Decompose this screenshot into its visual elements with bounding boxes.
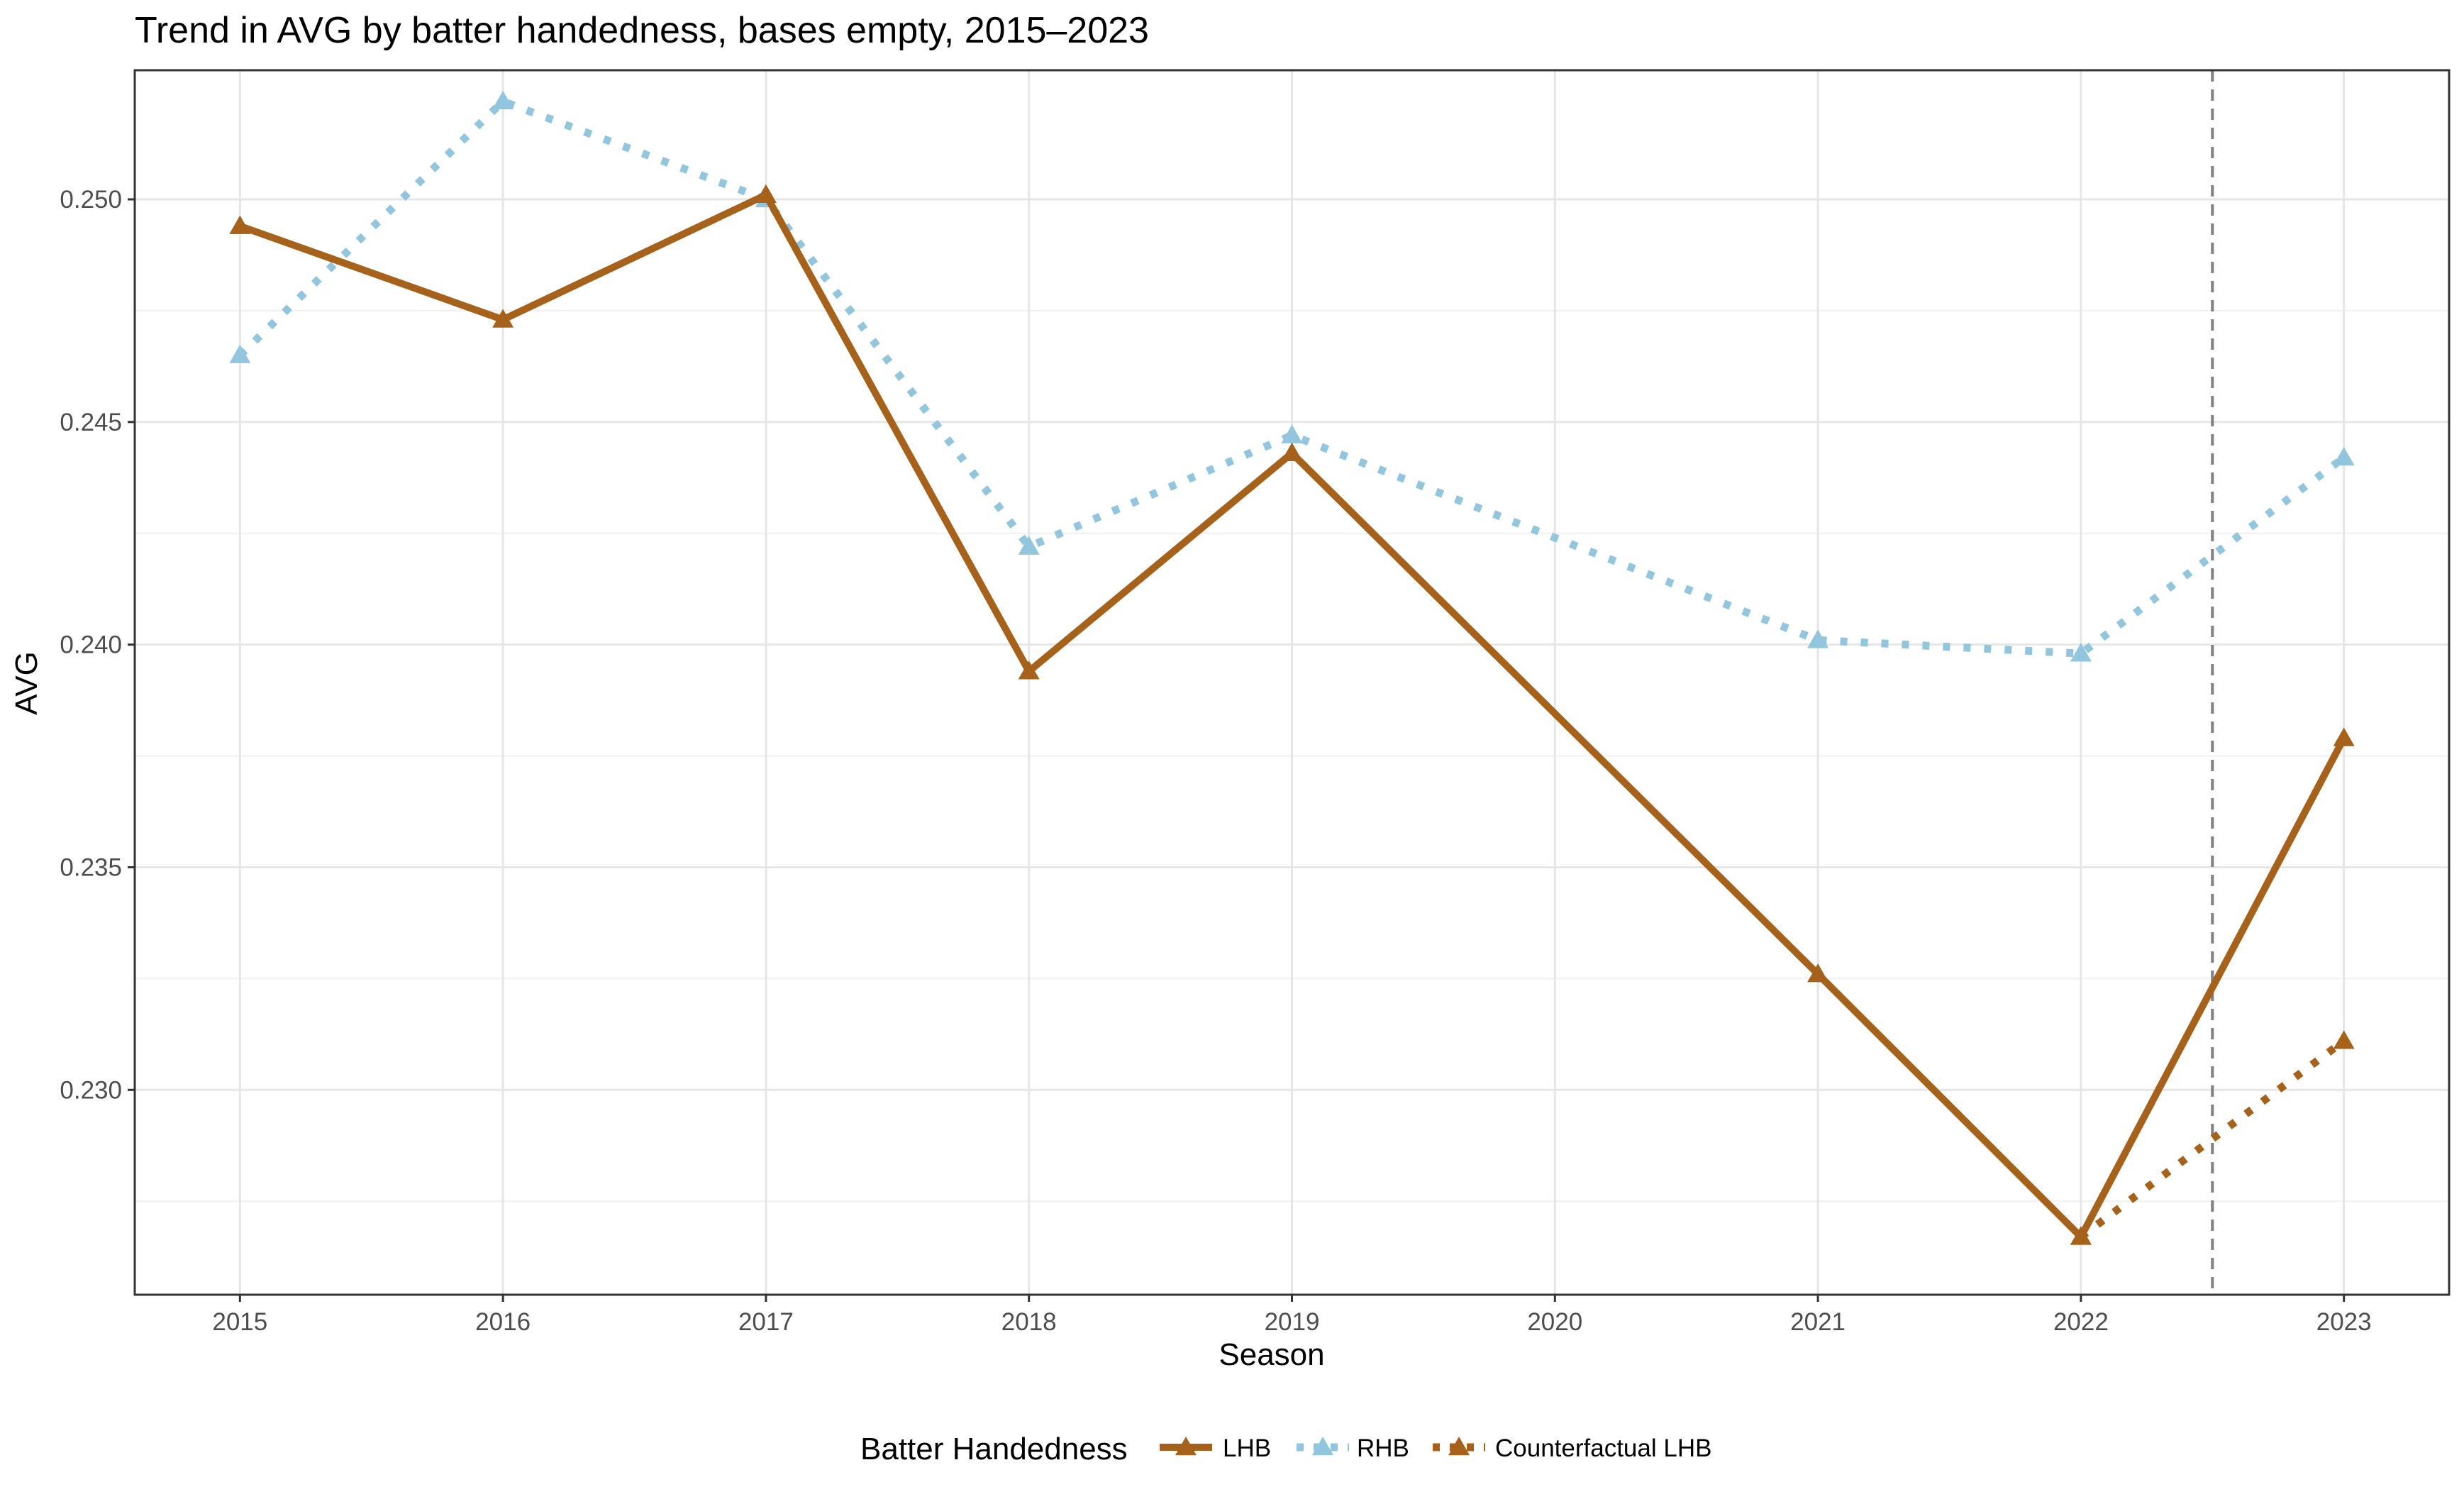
y-axis-title: AVG: [9, 651, 44, 715]
legend-label: RHB: [1357, 1434, 1409, 1462]
data-point-rhb: [492, 90, 514, 110]
y-tick-label: 0.235: [60, 853, 122, 881]
legend-key-marker: [1312, 1437, 1333, 1456]
x-tick-label: 2016: [475, 1308, 531, 1336]
series-line-lhb: [238, 191, 2348, 1241]
data-point-lhb: [1807, 963, 1829, 983]
legend-key-marker: [1175, 1437, 1197, 1456]
legend-key-marker: [1448, 1437, 1470, 1456]
y-tick-label: 0.250: [60, 186, 122, 214]
chart-title: Trend in AVG by batter handedness, bases…: [135, 10, 1149, 51]
data-point-rhb: [1018, 536, 1040, 555]
x-tick-label: 2021: [1790, 1308, 1846, 1336]
x-tick-label: 2017: [738, 1308, 794, 1336]
series-line-rhb: [237, 97, 2346, 658]
y-tick-label: 0.230: [60, 1076, 122, 1104]
plot-panel: 0.230 0.235 0.240 0.245 0.250 2015 2016 2017 201…: [60, 69, 2451, 1336]
data-point-rhb: [229, 344, 251, 363]
data-point-lhb: [2333, 727, 2355, 746]
legend-title: Batter Handedness: [860, 1432, 1128, 1466]
data-point-counterfactual-lhb: [2070, 1226, 2092, 1245]
x-tick-label: 2020: [1527, 1308, 1582, 1336]
legend: Batter Handedness LHB RHB Counterfactual L…: [860, 1432, 1711, 1466]
data-point-lhb: [229, 215, 251, 234]
data-point-lhb: [1018, 660, 1040, 680]
data-point-rhb: [1281, 424, 1303, 443]
data-point-rhb: [2333, 447, 2355, 466]
data-point-counterfactual-lhb: [2333, 1030, 2355, 1049]
x-tick-label: 2023: [2316, 1308, 2372, 1336]
x-axis-title: Season: [1219, 1337, 1324, 1372]
x-tick-label: 2018: [1001, 1308, 1057, 1336]
legend-label: Counterfactual LHB: [1495, 1434, 1711, 1462]
y-tick-label: 0.245: [60, 409, 122, 436]
x-tick-label: 2019: [1265, 1308, 1320, 1336]
data-point-rhb: [1807, 629, 1829, 648]
data-point-lhb: [755, 184, 777, 203]
data-point-lhb: [492, 309, 514, 328]
y-tick-label: 0.240: [60, 631, 122, 659]
legend-label: LHB: [1223, 1434, 1271, 1462]
series-line-counterfactual-lhb: [2078, 1037, 2346, 1240]
x-tick-label: 2022: [2053, 1308, 2109, 1336]
data-point-rhb: [2070, 643, 2092, 662]
x-tick-label: 2015: [212, 1308, 267, 1336]
data-point-lhb: [1281, 442, 1303, 462]
